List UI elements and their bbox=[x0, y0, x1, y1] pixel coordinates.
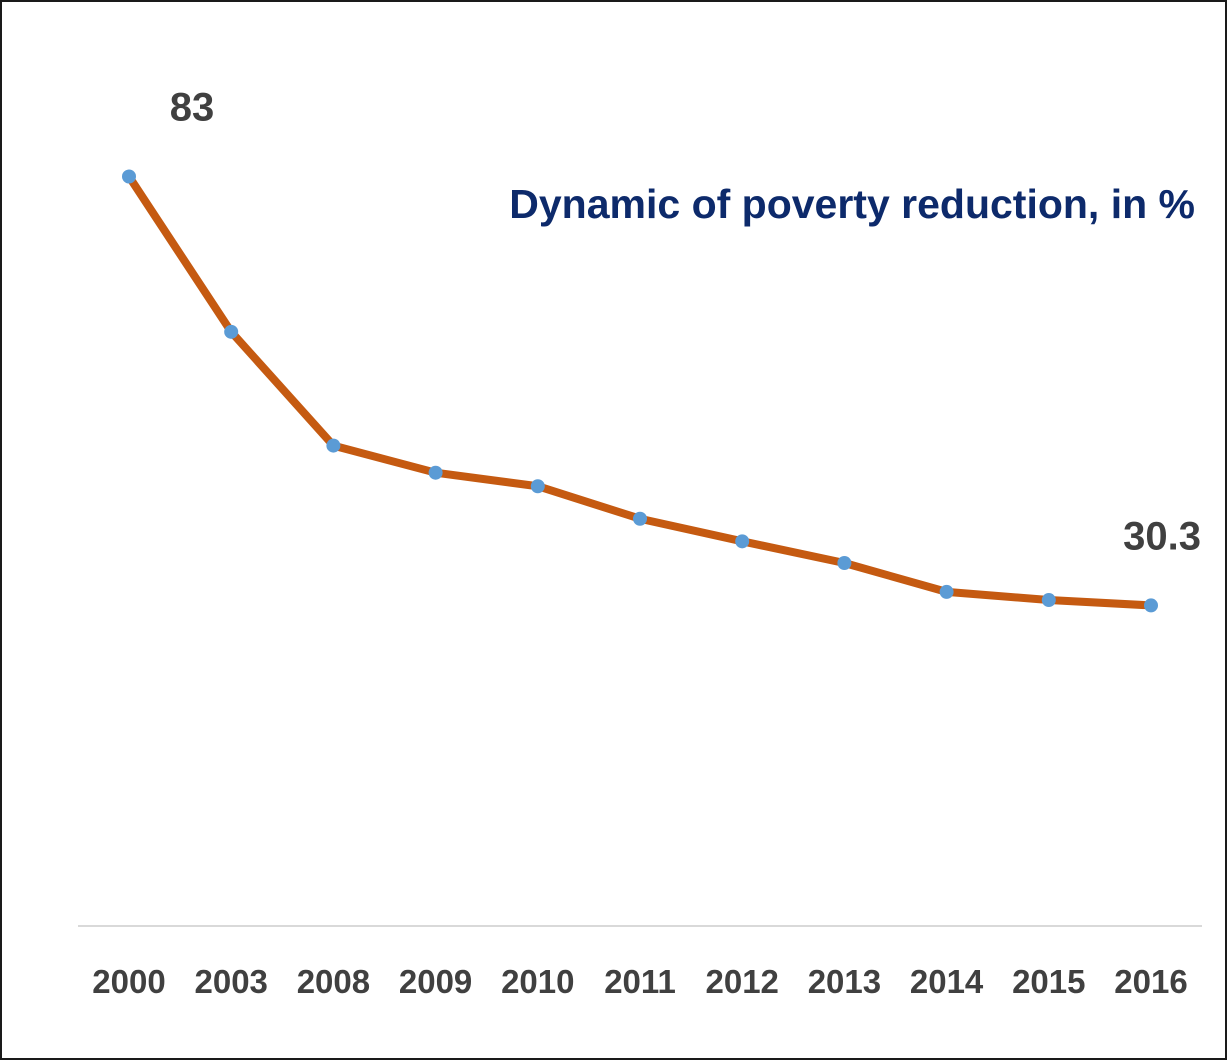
data-point bbox=[326, 438, 341, 453]
data-point bbox=[633, 511, 647, 526]
data-point bbox=[735, 534, 750, 549]
x-tick-label: 2008 bbox=[297, 963, 370, 1000]
x-tick-label: 2003 bbox=[194, 963, 267, 1000]
data-point bbox=[530, 479, 545, 494]
data-point bbox=[122, 169, 136, 184]
data-point bbox=[1144, 598, 1158, 613]
x-tick-label: 2013 bbox=[808, 963, 881, 1000]
data-label: 30.3 bbox=[1123, 514, 1201, 558]
data-label: 83 bbox=[170, 86, 215, 130]
x-tick-label: 2011 bbox=[604, 963, 676, 1000]
x-tick-label: 2009 bbox=[399, 963, 472, 1000]
x-tick-label: 2010 bbox=[501, 963, 574, 1000]
data-point bbox=[939, 584, 954, 599]
x-tick-label: 2000 bbox=[92, 963, 165, 1000]
x-tick-label: 2012 bbox=[705, 963, 778, 1000]
x-tick-label: 2016 bbox=[1114, 963, 1187, 1000]
chart-title: Dynamic of poverty reduction, in % bbox=[509, 181, 1195, 227]
series-line bbox=[125, 172, 1155, 610]
data-point bbox=[837, 555, 852, 570]
data-point bbox=[428, 465, 443, 480]
data-point bbox=[1041, 593, 1056, 608]
data-point bbox=[224, 324, 239, 339]
x-tick-label: 2015 bbox=[1012, 963, 1085, 1000]
x-tick-label: 2014 bbox=[910, 963, 984, 1000]
